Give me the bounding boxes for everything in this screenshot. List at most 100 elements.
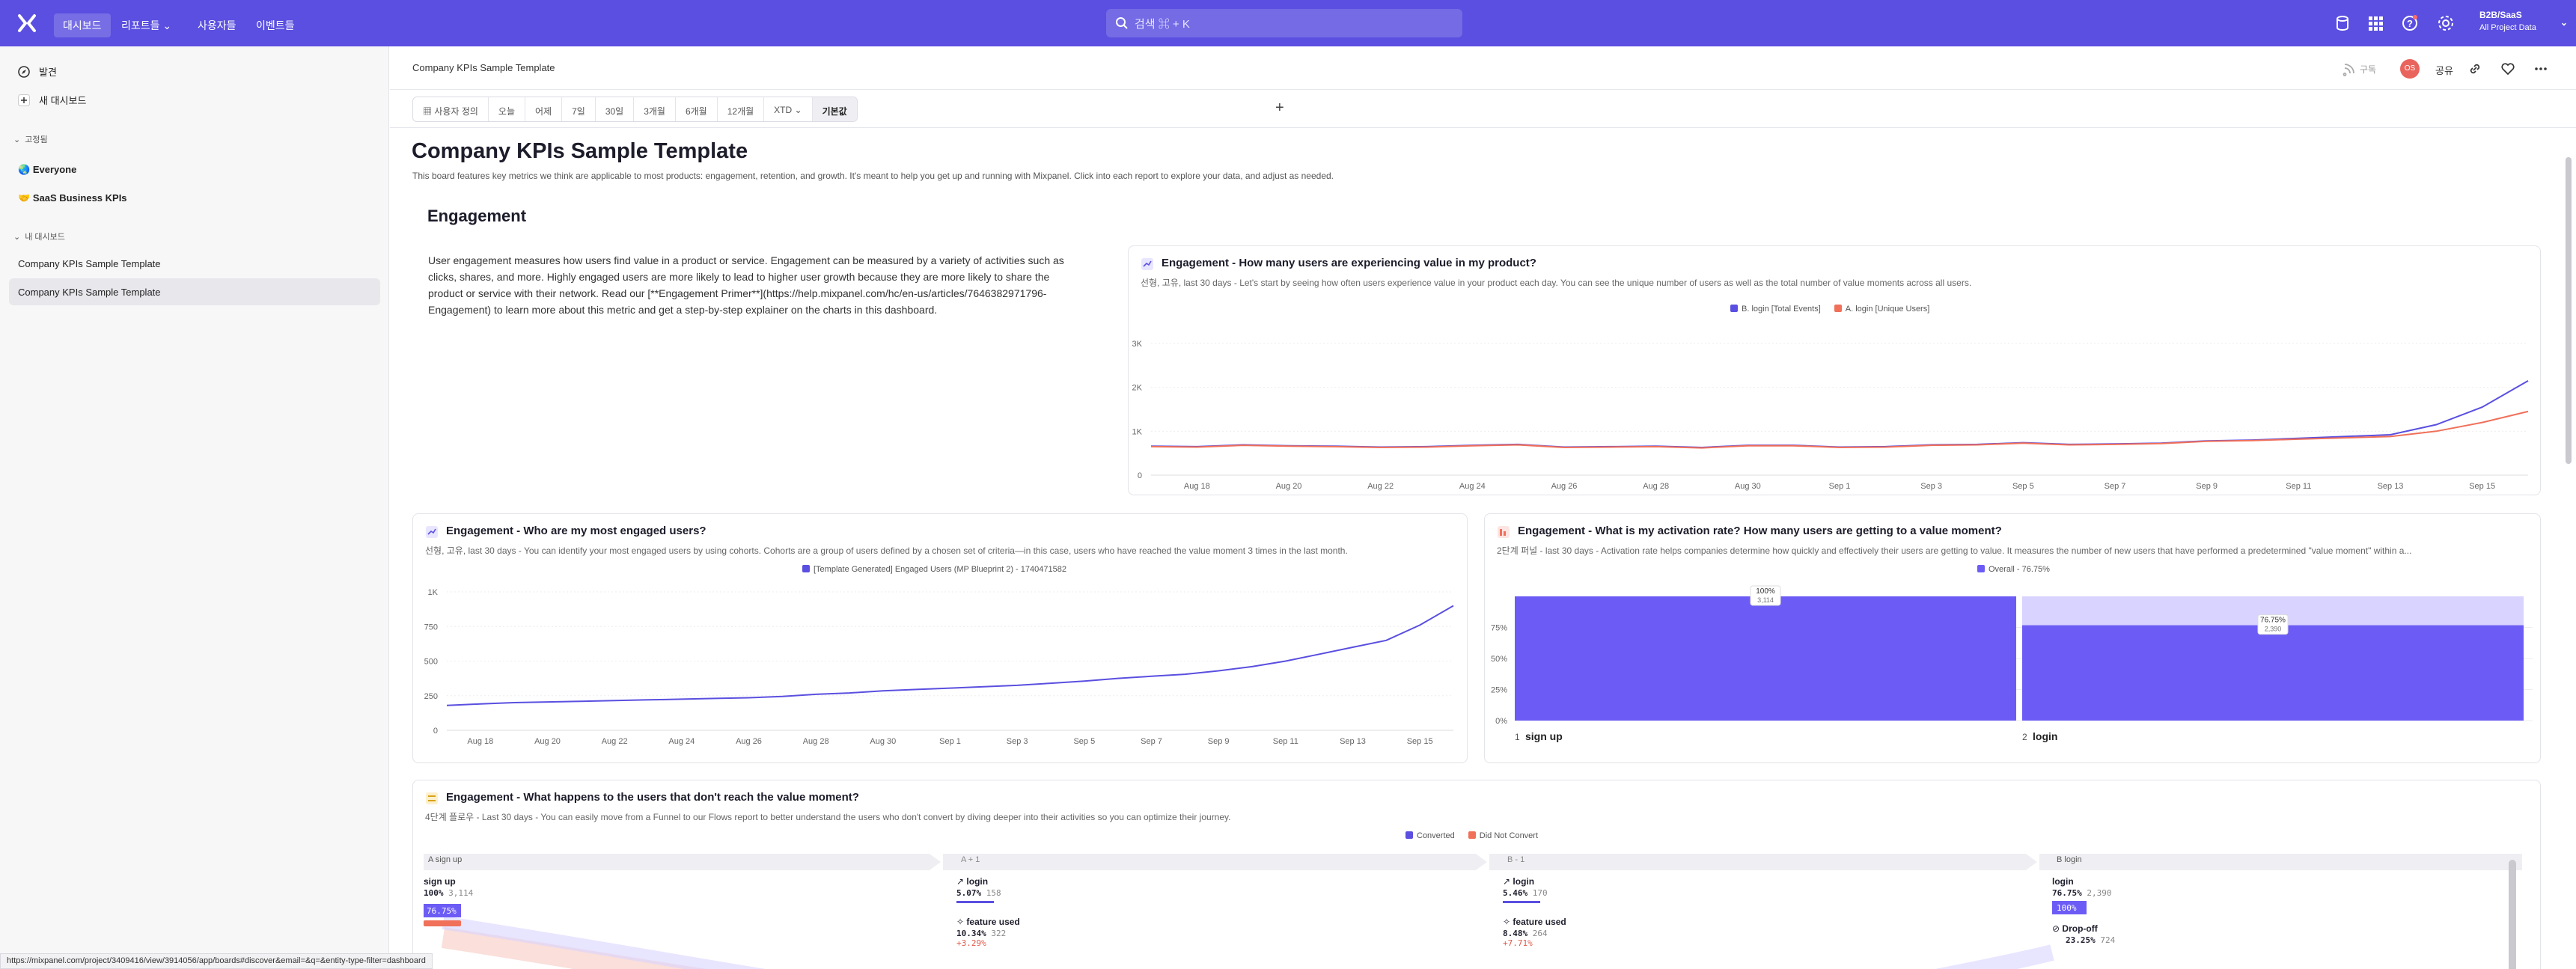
legend-swatch <box>1468 831 1476 839</box>
my-dashboards-header[interactable]: ⌄ 내 대시보드 <box>13 230 65 242</box>
flow-step-header: A + 1 <box>961 855 980 864</box>
legend-item[interactable]: B. login [Total Events] <box>1730 305 1821 314</box>
legend-item[interactable]: Did Not Convert <box>1468 831 1538 840</box>
sidebar-item-saas-kpis[interactable]: 🤝 SaaS Business KPIs <box>9 184 380 211</box>
legend-swatch <box>1834 305 1842 312</box>
flow-node-signup[interactable]: sign up 100% 3,114 76.75% <box>424 876 473 926</box>
flow-node[interactable]: ✧ feature used 8.48% 264 +7.71% <box>1503 917 1566 948</box>
y-tick-label: 1K <box>428 588 439 597</box>
pinned-section-header[interactable]: ⌄ 고정됨 <box>13 133 48 145</box>
date-custom-label: 사용자 정의 <box>434 106 478 117</box>
legend-item[interactable]: A. login [Unique Users] <box>1834 305 1929 314</box>
sidebar-item-new-dashboard[interactable]: 새 대시보드 <box>18 93 86 107</box>
x-tick-label: Sep 1 <box>1829 482 1851 491</box>
y-tick-label: 250 <box>424 692 438 701</box>
x-tick-label: Sep 5 <box>2012 482 2034 491</box>
funnel-bar-value-label: 100% <box>1756 587 1775 596</box>
section-label: 고정됨 <box>25 135 48 144</box>
report-card-flows[interactable]: Engagement - What happens to the users t… <box>412 780 2541 969</box>
apps-grid-icon[interactable] <box>2366 14 2384 32</box>
report-card-activation-rate[interactable]: Engagement - What is my activation rate?… <box>1484 513 2541 763</box>
report-card-value-users[interactable]: Engagement - How many users are experien… <box>1128 245 2541 495</box>
arrow-icon: ↗ <box>956 876 965 887</box>
svg-text:?: ? <box>2407 18 2413 29</box>
flow-node[interactable]: ↗ login 5.07% 158 <box>956 876 1020 903</box>
sidebar-item-dashboard-selected[interactable]: Company KPIs Sample Template <box>9 278 380 305</box>
heart-icon[interactable] <box>2500 61 2515 76</box>
chart-legend: Overall - 76.75% <box>1977 565 2050 574</box>
date-6m[interactable]: 6개월 <box>676 97 718 121</box>
legend-swatch <box>1977 565 1985 572</box>
x-tick-label: Sep 7 <box>2105 482 2126 491</box>
dashboard-header: Company KPIs Sample Template 구독 OS 공유 <box>390 46 2576 90</box>
date-xtd[interactable]: XTD ⌄ <box>764 97 813 121</box>
date-default[interactable]: 기본값 <box>812 97 857 121</box>
flow-step-header-shape <box>2039 854 2522 870</box>
calendar-icon: ▦ <box>423 106 433 117</box>
share-button[interactable]: 공유 <box>2435 65 2453 76</box>
date-custom[interactable]: ▦ 사용자 정의 <box>413 97 489 121</box>
date-3m[interactable]: 3개월 <box>634 97 676 121</box>
funnel-bar-value-label: 76.75% <box>2260 617 2286 625</box>
x-tick-label: Sep 15 <box>1407 737 1433 746</box>
x-tick-label: Aug 28 <box>1643 482 1669 491</box>
funnel-step-label: login <box>2033 730 2057 742</box>
flow-node[interactable]: login 76.75% 2,390 100% <box>2052 876 2115 914</box>
sidebar-item-label: SaaS Business KPIs <box>32 192 127 204</box>
legend-label: Overall - 76.75% <box>1989 565 2050 574</box>
date-today[interactable]: 오늘 <box>489 97 525 121</box>
flow-scrollbar[interactable] <box>2509 860 2516 969</box>
x-tick-label: Aug 26 <box>1551 482 1578 491</box>
intro-text: User engagement measures how users find … <box>428 254 1064 316</box>
flow-node[interactable]: ↗ login 5.46% 170 <box>1503 876 1566 903</box>
flow-link <box>442 916 766 969</box>
x-tick-label: Aug 26 <box>736 737 762 746</box>
subscribe-label[interactable]: 구독 <box>2360 64 2377 75</box>
legend-item[interactable]: Overall - 76.75% <box>1977 565 2050 574</box>
flow-step-header: B login <box>2057 855 2082 864</box>
flow-node-name: Drop-off <box>2062 923 2098 934</box>
gear-icon[interactable] <box>2437 14 2455 32</box>
sidebar-item-dashboard[interactable]: Company KPIs Sample Template <box>18 258 161 269</box>
database-icon[interactable] <box>2334 14 2351 32</box>
sidebar-item-discover[interactable]: 발견 <box>18 64 57 79</box>
y-tick-label: 75% <box>1491 624 1507 633</box>
more-icon[interactable] <box>2533 61 2548 76</box>
section-label: 내 대시보드 <box>25 233 65 242</box>
avatar[interactable]: OS <box>2400 59 2420 79</box>
y-tick-label: 3K <box>1132 340 1143 349</box>
sidebar-item-label: 발견 <box>39 67 57 78</box>
search-input[interactable]: 검색 ⌘ + K <box>1106 9 1462 37</box>
date-30d[interactable]: 30일 <box>596 97 635 121</box>
link-icon[interactable] <box>2467 61 2482 76</box>
nav-events[interactable]: 이벤트들 <box>256 19 295 31</box>
y-tick-label: 0% <box>1495 717 1507 726</box>
date-yesterday[interactable]: 어제 <box>525 97 563 121</box>
nav-reports[interactable]: 리포트들 ⌄ <box>112 13 180 37</box>
rss-icon[interactable] <box>2342 61 2357 76</box>
legend-item[interactable]: [Template Generated] Engaged Users (MP B… <box>802 565 1066 574</box>
project-switcher[interactable]: B2B/SaaS All Project Data ⌄ <box>2479 9 2568 34</box>
chevron-down-icon: ⌄ <box>13 232 21 242</box>
section-title: Engagement <box>427 207 527 225</box>
report-card-engaged-users[interactable]: Engagement - Who are my most engaged use… <box>412 513 1468 763</box>
date-12m[interactable]: 12개월 <box>718 97 765 121</box>
add-filter-button[interactable]: + <box>1275 100 1284 116</box>
funnel-bar <box>1515 596 2016 721</box>
flow-node[interactable]: ⊘ Drop-off 23.25% 724 <box>2052 923 2115 945</box>
nav-users[interactable]: 사용자들 <box>198 19 236 31</box>
dashboard-content: Company KPIs Sample Template This board … <box>390 129 2576 969</box>
nav-dashboards[interactable]: 대시보드 <box>54 13 111 37</box>
flow-node[interactable]: ✧ feature used 10.34% 322 +3.29% <box>956 917 1020 948</box>
legend-label: B. login [Total Events] <box>1742 305 1821 314</box>
flow-node-pct: 76.75% <box>2052 888 2082 898</box>
card-subtitle: 선형, 고유, last 30 days - You can identify … <box>425 545 1348 556</box>
x-tick-label: Aug 20 <box>534 737 561 746</box>
mixpanel-logo-icon[interactable] <box>15 11 39 35</box>
help-icon[interactable]: ? <box>2401 14 2419 32</box>
sidebar-item-everyone[interactable]: 🌏 Everyone <box>9 156 380 183</box>
x-tick-label: Sep 5 <box>1073 737 1095 746</box>
page-scrollbar[interactable] <box>2566 157 2572 464</box>
legend-item[interactable]: Converted <box>1405 831 1455 840</box>
date-7d[interactable]: 7일 <box>562 97 596 121</box>
